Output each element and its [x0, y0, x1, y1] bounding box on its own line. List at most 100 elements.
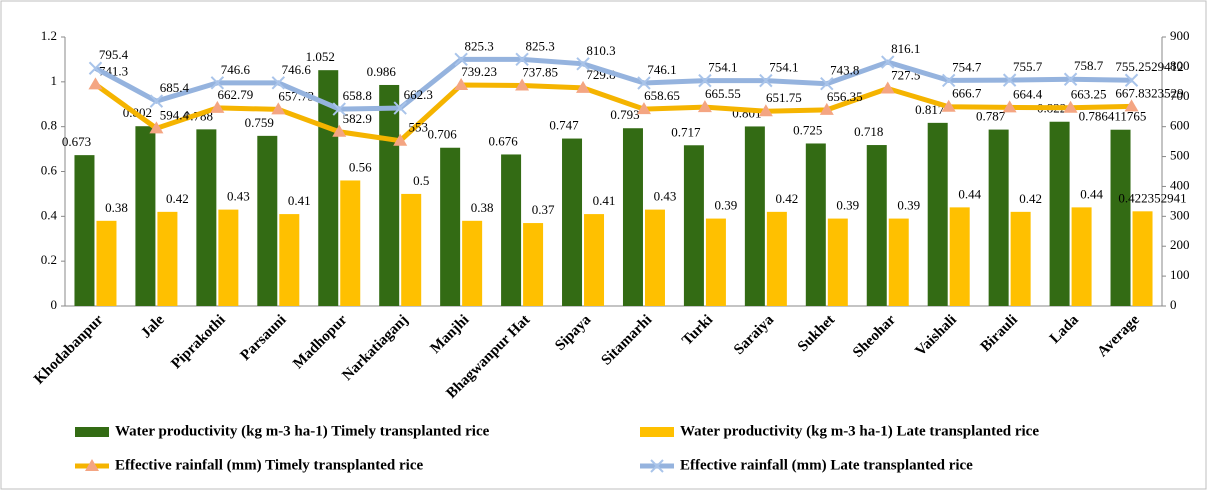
bar: [1071, 207, 1092, 306]
legend-label: Effective rainfall (mm) Late transplante…: [680, 457, 973, 473]
data-label: 0.39: [836, 198, 859, 213]
marker: [149, 121, 164, 134]
marker: [332, 102, 346, 116]
y2-tick-label: 100: [1170, 267, 1190, 282]
data-label: 0.38: [105, 200, 128, 215]
y-tick-label: 0.6: [41, 162, 58, 177]
x-tick-label: Madhopur: [290, 312, 350, 372]
bar: [827, 218, 848, 306]
legend-marker: [85, 459, 99, 471]
bar: [462, 220, 483, 306]
data-label: 0.38: [471, 200, 494, 215]
y-tick-label: 0.4: [41, 207, 58, 222]
x-tick-label: Piprakothi: [168, 312, 228, 372]
bar: [562, 138, 583, 306]
marker: [515, 78, 530, 91]
marker: [941, 99, 956, 112]
marker: [393, 101, 407, 115]
marker: [271, 76, 286, 90]
data-label: 0.986: [367, 64, 397, 79]
data-label: 825.3: [525, 38, 554, 53]
data-label: 0.44: [958, 186, 981, 201]
x-tick-label: Sheohar: [850, 312, 899, 361]
data-label: 746.6: [282, 62, 312, 77]
data-label: 0.37: [532, 202, 555, 217]
y2-tick-label: 0: [1170, 297, 1177, 312]
data-label: 0.673: [62, 134, 91, 149]
marker: [881, 55, 895, 69]
bar: [257, 135, 278, 306]
bar: [523, 223, 544, 306]
data-label: 0.422352941: [1118, 190, 1186, 205]
marker: [1002, 100, 1017, 113]
marker: [393, 133, 408, 146]
x-tick-label: Manjhi: [427, 312, 472, 357]
bar: [74, 155, 95, 306]
data-label: 755.2529412: [1115, 59, 1183, 74]
bar: [766, 211, 787, 306]
bar: [279, 214, 300, 306]
data-label: 758.7: [1074, 58, 1104, 73]
marker: [332, 124, 347, 137]
marker: [454, 52, 468, 67]
line: [94, 56, 1132, 112]
marker: [88, 77, 103, 90]
bar: [440, 147, 461, 306]
data-label: 553: [408, 120, 428, 135]
marker: [1063, 100, 1078, 113]
line: [94, 82, 1132, 144]
marker: [576, 57, 590, 71]
data-label: 0.43: [654, 189, 677, 204]
y2-tick-label: 700: [1170, 88, 1190, 103]
data-label: 754.7: [952, 59, 982, 74]
data-label: 746.1: [647, 62, 676, 77]
data-label: 754.1: [708, 60, 737, 75]
data-label: 743.8: [830, 63, 859, 78]
marker: [819, 102, 834, 115]
bar: [866, 145, 887, 306]
marker: [515, 52, 529, 67]
x-tick-label: Sukhet: [795, 312, 838, 355]
marker: [698, 73, 712, 88]
marker: [1063, 72, 1078, 86]
data-label: 0.44: [1080, 186, 1103, 201]
data-label: 746.6: [221, 62, 251, 77]
legend-swatch: [640, 427, 674, 437]
bar: [988, 129, 1009, 306]
data-label: 664.4: [1013, 86, 1043, 101]
marker: [576, 80, 591, 93]
bar: [501, 154, 522, 306]
marker: [637, 76, 651, 90]
marker: [759, 73, 773, 88]
data-label: 594.4: [160, 107, 190, 122]
data-label: 658.65: [644, 88, 680, 103]
bar: [218, 209, 239, 306]
data-label: 656.35: [827, 89, 863, 104]
bar: [1132, 211, 1153, 306]
data-label: 0.43: [227, 189, 250, 204]
data-label: 825.3: [465, 38, 494, 53]
legend-label: Water productivity (kg m-3 ha-1) Timely …: [115, 423, 490, 439]
marker: [210, 100, 225, 113]
data-label: 582.9: [343, 111, 372, 126]
data-label: 658.8: [343, 88, 372, 103]
data-label: 0.718: [854, 124, 883, 139]
y-tick-label: 0.2: [41, 252, 57, 267]
x-tick-label: Vaishali: [912, 312, 959, 359]
x-tick-label: Jale: [138, 312, 168, 342]
legend-swatch: [75, 427, 109, 437]
data-label: 662.3: [404, 87, 433, 102]
data-label: 0.41: [288, 193, 311, 208]
marker: [271, 102, 286, 115]
legend-label: Water productivity (kg m-3 ha-1) Late tr…: [680, 423, 1039, 439]
data-label: 754.1: [769, 60, 798, 75]
marker: [636, 102, 651, 115]
marker: [1124, 99, 1139, 112]
bar: [1110, 129, 1131, 306]
x-tick-label: Lada: [1047, 312, 1082, 347]
bar: [1010, 211, 1031, 306]
bar: [888, 218, 909, 306]
data-label: 795.4: [99, 47, 129, 62]
data-label: 0.5: [413, 173, 429, 188]
